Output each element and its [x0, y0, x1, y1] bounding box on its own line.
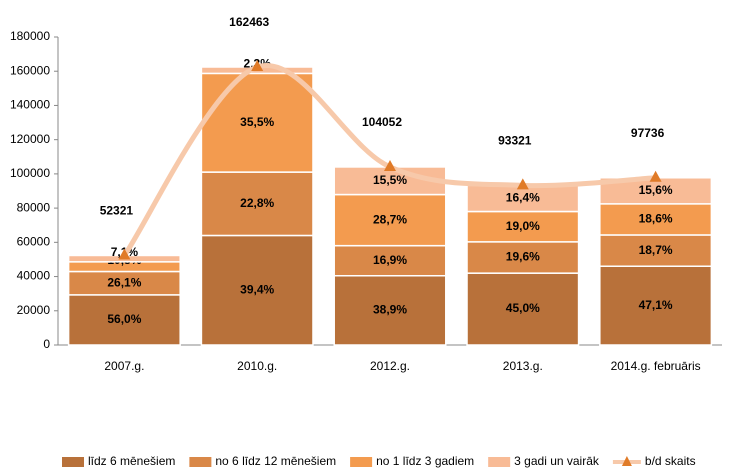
legend-label: b/d skaits [645, 454, 696, 468]
line-marker [384, 159, 396, 171]
y-tick-label: 180000 [10, 29, 50, 43]
total-label: 93321 [498, 133, 532, 147]
total-label: 52321 [100, 204, 134, 218]
y-tick-label: 0 [43, 337, 50, 351]
y-tick-label: 60000 [17, 235, 51, 249]
bar-segment [333, 274, 447, 346]
legend-swatch [189, 457, 212, 467]
x-tick-label: 2014.g. februāris [611, 359, 701, 373]
seg-label: 22,8% [240, 196, 274, 210]
x-tick-label: 2012.g. [370, 359, 410, 373]
seg-label: 18,6% [639, 212, 673, 226]
y-tick-label: 140000 [10, 98, 50, 112]
legend-label: 3 gadi un vairāk [514, 454, 600, 468]
total-label: 104052 [362, 115, 402, 129]
y-tick-label: 120000 [10, 132, 50, 146]
seg-label: 19,0% [506, 219, 540, 233]
bar-segment [599, 234, 713, 267]
x-tick-label: 2007.g. [104, 359, 144, 373]
seg-label: 15,5% [373, 173, 407, 187]
seg-label: 16,9% [373, 253, 407, 267]
seg-label: 16,4% [506, 191, 540, 205]
seg-label: 47,1% [639, 298, 673, 312]
legend-label: no 1 līdz 3 gadiem [376, 454, 474, 468]
seg-label: 45,0% [506, 301, 540, 315]
y-tick-label: 80000 [17, 200, 51, 214]
legend-swatch [488, 457, 511, 467]
bar-segment [466, 272, 580, 346]
total-line [121, 62, 659, 258]
bar-segment [67, 294, 181, 346]
bar-segment [599, 203, 713, 236]
legend-marker [621, 456, 632, 466]
total-label: 97736 [631, 126, 665, 140]
y-tick-label: 100000 [10, 166, 50, 180]
bar-segment [466, 210, 580, 243]
seg-label: 39,4% [240, 282, 274, 296]
seg-label: 35,5% [240, 115, 274, 129]
bar-segment [599, 265, 713, 346]
y-tick-label: 20000 [17, 303, 51, 317]
y-tick-label: 40000 [17, 269, 51, 283]
line-marker [516, 178, 529, 190]
seg-label: 26,1% [107, 275, 141, 289]
seg-label: 18,7% [639, 243, 673, 257]
x-tick-label: 2010.g. [237, 359, 277, 373]
legend-label: no 6 līdz 12 mēnešiem [215, 454, 336, 468]
bar-segment [466, 184, 580, 213]
total-label: 162463 [229, 15, 269, 29]
line-marker [251, 60, 264, 72]
bar-segment [333, 193, 447, 247]
seg-label: 56,0% [107, 312, 141, 326]
x-tick-label: 2013.g. [503, 359, 543, 373]
line-marker [649, 170, 662, 182]
seg-label: 19,6% [506, 250, 540, 264]
seg-label: 15,6% [639, 183, 673, 197]
bar-segment [200, 171, 314, 237]
legend-label: līdz 6 mēnešiem [88, 454, 175, 468]
bar-segment [200, 234, 314, 346]
seg-label: 38,9% [373, 303, 407, 317]
seg-label: 28,7% [373, 212, 407, 226]
legend-swatch [350, 457, 373, 467]
y-tick-label: 160000 [10, 63, 50, 77]
bar-segment [466, 241, 580, 274]
line-marker [118, 248, 131, 260]
legend-swatch [62, 457, 84, 467]
